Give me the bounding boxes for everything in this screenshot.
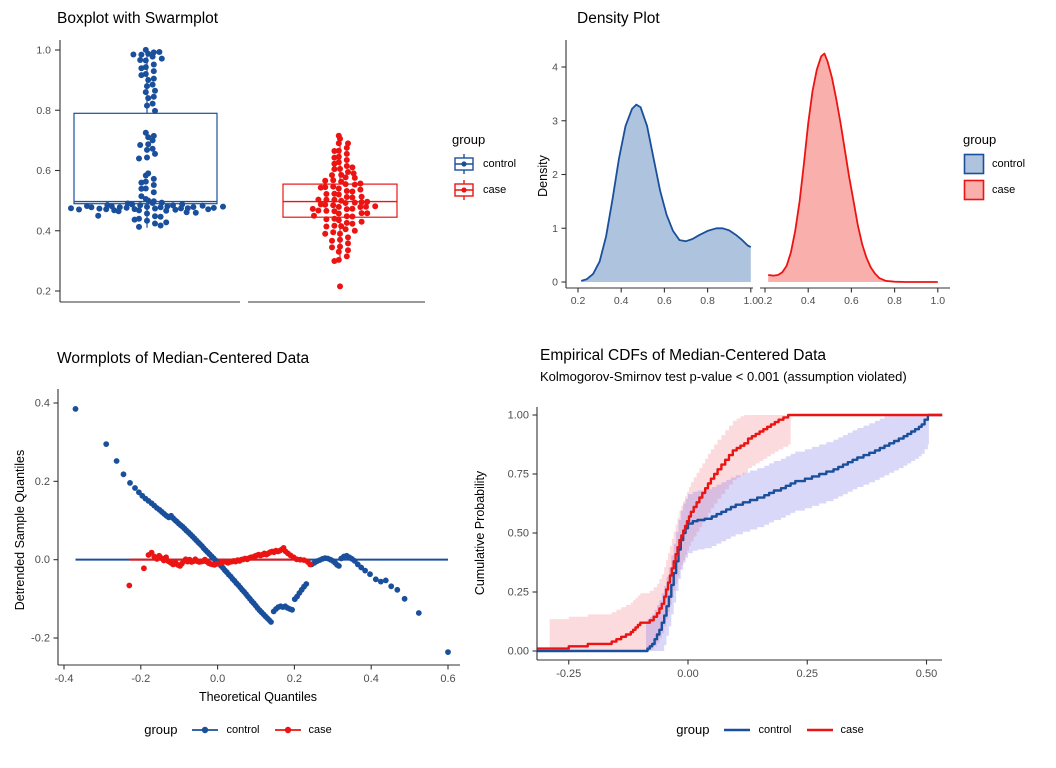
- svg-text:0.0: 0.0: [35, 554, 50, 566]
- density-legend: group control case: [963, 132, 1025, 201]
- legend-item-case: case: [274, 724, 332, 736]
- svg-text:3: 3: [552, 115, 558, 127]
- svg-text:0.50: 0.50: [916, 668, 937, 680]
- svg-text:0.25: 0.25: [508, 587, 529, 599]
- svg-text:0: 0: [552, 277, 558, 289]
- svg-text:-0.4: -0.4: [55, 673, 74, 685]
- svg-text:0.6: 0.6: [657, 295, 672, 307]
- wormplot-title: Wormplots of Median-Centered Data: [57, 350, 310, 367]
- ecdf-title: Empirical CDFs of Median-Centered Data: [540, 347, 826, 364]
- ecdf-chart: 0.00 0.25 0.50 0.75 1.00 -0.25 0.00 0.25 0.50 Cum…: [473, 407, 943, 680]
- legend-label-case: case: [308, 723, 332, 736]
- boxplot-key-icon: [454, 154, 474, 174]
- svg-text:1.0: 1.0: [36, 45, 51, 57]
- svg-text:0.4: 0.4: [36, 225, 51, 237]
- svg-text:0.4: 0.4: [364, 673, 379, 685]
- svg-text:0.6: 0.6: [844, 295, 859, 307]
- boxplot-key-icon: [454, 180, 474, 200]
- legend-label-control: control: [758, 723, 792, 736]
- svg-text:-0.2: -0.2: [131, 673, 150, 685]
- boxplot-title: Boxplot with Swarmplot: [57, 10, 219, 27]
- svg-text:0.4: 0.4: [801, 295, 816, 307]
- svg-text:1.00: 1.00: [508, 410, 529, 422]
- point-line-key-icon: [274, 726, 301, 733]
- svg-text:Density: Density: [536, 154, 550, 196]
- svg-text:0.75: 0.75: [508, 469, 529, 481]
- line-key-icon: [806, 728, 833, 731]
- svg-text:-0.2: -0.2: [31, 633, 50, 645]
- legend-item-control: control: [723, 723, 792, 736]
- svg-text:1.0: 1.0: [930, 295, 945, 307]
- svg-text:0.4: 0.4: [614, 295, 629, 307]
- svg-text:0.2: 0.2: [758, 295, 773, 307]
- svg-text:0.4: 0.4: [35, 398, 50, 410]
- area-key-icon: [963, 179, 985, 201]
- legend-item-case: case: [963, 179, 1025, 201]
- boxplot-swarmplot-chart: 1.0 0.8 0.6 0.4 0.2: [36, 40, 425, 303]
- legend-label-control: control: [992, 158, 1026, 170]
- svg-text:Cumulative Probability: Cumulative Probability: [473, 470, 487, 595]
- svg-text:0.2: 0.2: [571, 295, 586, 307]
- svg-text:2: 2: [552, 169, 558, 181]
- density-title: Density Plot: [577, 10, 660, 27]
- svg-text:Theoretical Quantiles: Theoretical Quantiles: [199, 690, 317, 704]
- boxplot-legend-title: group: [452, 132, 486, 147]
- legend-label-control: control: [483, 158, 517, 170]
- legend-item-control: control: [963, 153, 1025, 175]
- svg-text:0.8: 0.8: [887, 295, 902, 307]
- boxplot-legend: group control case: [452, 132, 516, 201]
- svg-text:0.50: 0.50: [508, 528, 529, 540]
- svg-text:0.6: 0.6: [440, 673, 455, 685]
- svg-text:1: 1: [552, 223, 558, 235]
- legend-label-case: case: [992, 184, 1016, 196]
- svg-text:0.6: 0.6: [36, 165, 51, 177]
- svg-text:4: 4: [552, 62, 558, 74]
- svg-text:0.00: 0.00: [508, 646, 529, 658]
- svg-text:0.8: 0.8: [700, 295, 715, 307]
- svg-text:-0.25: -0.25: [556, 668, 581, 680]
- wormplot-legend-title: group: [144, 722, 178, 737]
- wormplot-chart: 0.4 0.2 0.0 -0.2 -0.4 -0.2 0.0 0.2 0.4 0.6 Theoret…: [13, 389, 460, 704]
- area-key-icon: [963, 153, 985, 175]
- legend-item-case: case: [806, 724, 864, 736]
- legend-label-control: control: [226, 723, 260, 736]
- svg-text:1.0: 1.0: [743, 295, 758, 307]
- legend-label-case: case: [840, 723, 864, 736]
- svg-text:0.2: 0.2: [35, 476, 50, 488]
- svg-text:0.00: 0.00: [677, 668, 698, 680]
- point-line-key-icon: [192, 726, 219, 733]
- ecdf-subtitle: Kolmogorov-Smirnov test p-value < 0.001 …: [540, 369, 907, 384]
- svg-text:Detrended Sample Quantiles: Detrended Sample Quantiles: [13, 450, 27, 611]
- svg-text:0.2: 0.2: [36, 286, 51, 298]
- legend-item-control: control: [452, 153, 516, 175]
- legend-label-case: case: [483, 184, 507, 196]
- line-key-icon: [724, 728, 751, 731]
- legend-item-case: case: [452, 179, 516, 201]
- svg-text:0.25: 0.25: [797, 668, 818, 680]
- svg-text:0.2: 0.2: [287, 673, 302, 685]
- svg-text:0.8: 0.8: [36, 105, 51, 117]
- ecdf-legend-title: group: [676, 722, 710, 737]
- ecdf-legend: group control case: [535, 722, 1005, 737]
- wormplot-legend: group control case: [0, 722, 476, 737]
- svg-text:0.0: 0.0: [210, 673, 225, 685]
- legend-item-control: control: [191, 723, 260, 736]
- density-legend-title: group: [963, 132, 997, 147]
